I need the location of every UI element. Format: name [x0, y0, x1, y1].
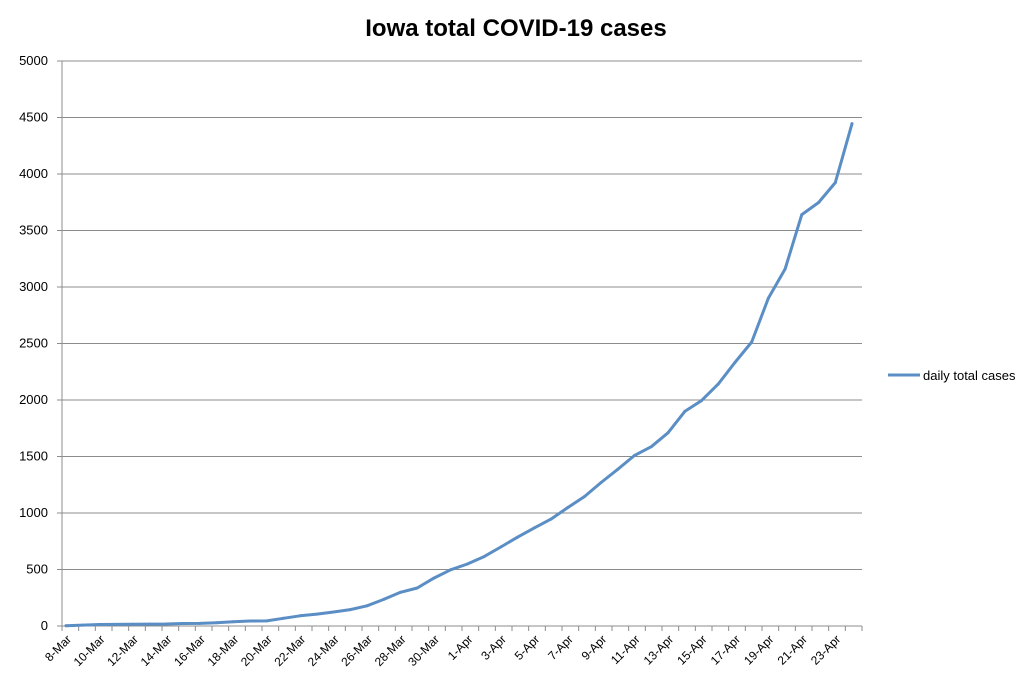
series-line-0 — [64, 122, 854, 628]
x-tick-label: 13-Apr — [641, 632, 676, 667]
data-point — [582, 495, 586, 499]
y-tick-label: 5000 — [19, 53, 48, 68]
y-tick-label: 1000 — [19, 505, 48, 520]
y-tick-label: 500 — [26, 562, 48, 577]
data-point — [348, 608, 352, 612]
data-point — [114, 622, 118, 626]
data-point — [800, 213, 804, 217]
chart-title: Iowa total COVID-19 cases — [365, 15, 666, 42]
x-tick-label: 9-Apr — [579, 632, 610, 663]
data-point — [315, 612, 319, 616]
data-point — [432, 576, 436, 580]
data-point — [549, 517, 553, 521]
x-tick-label: 28-Mar — [372, 632, 409, 669]
data-point — [415, 586, 419, 590]
data-point — [649, 445, 653, 449]
data-point — [733, 361, 737, 364]
series-layer — [64, 122, 854, 628]
data-point — [850, 122, 854, 126]
data-point — [265, 619, 269, 623]
y-tick-label: 3000 — [19, 279, 48, 294]
x-tick-label: 22-Mar — [271, 632, 308, 669]
data-point — [716, 382, 720, 386]
data-point — [97, 623, 101, 626]
y-tick-label: 3500 — [19, 223, 48, 238]
y-tick-label: 4500 — [19, 110, 48, 125]
x-tick-label: 30-Mar — [405, 632, 442, 669]
y-axis-tick-labels: 0 500 1000 1500 2000 2500 3000 3500 4000 4500 5000 — [19, 53, 62, 633]
data-point — [298, 614, 302, 618]
data-point — [231, 620, 235, 624]
data-point — [181, 622, 185, 625]
data-point — [164, 622, 168, 626]
x-tick-label: 11-Apr — [608, 632, 643, 667]
y-tick-label: 0 — [41, 618, 48, 633]
data-point — [616, 467, 620, 471]
data-point — [516, 535, 519, 539]
data-point — [131, 622, 135, 626]
gridlines — [62, 60, 862, 570]
data-point — [365, 604, 369, 608]
x-tick-label: 26-Mar — [338, 632, 375, 669]
data-point — [566, 506, 570, 510]
x-tick-label: 8-Mar — [42, 632, 74, 664]
x-tick-label: 3-Apr — [478, 632, 509, 663]
x-tick-label: 15-Apr — [674, 632, 709, 667]
data-point — [465, 562, 469, 566]
data-point — [482, 555, 486, 559]
legend: daily total cases — [888, 368, 1016, 383]
data-point — [700, 399, 703, 403]
y-tick-label: 2500 — [19, 336, 48, 351]
x-tick-label: 10-Mar — [71, 632, 108, 669]
y-tick-label: 4000 — [19, 166, 48, 181]
x-tick-label: 23-Apr — [808, 632, 843, 667]
data-point — [599, 481, 603, 484]
data-point — [215, 621, 218, 625]
x-tick-label: 16-Mar — [171, 632, 208, 669]
x-tick-label: 21-Apr — [775, 632, 810, 667]
x-tick-label: 17-Apr — [708, 632, 743, 667]
data-point — [750, 340, 754, 344]
data-point — [532, 526, 536, 530]
x-tick-label: 14-Mar — [138, 632, 175, 669]
x-axis-tick-labels: 8-Mar10-Mar12-Mar14-Mar16-Mar18-Mar20-Ma… — [42, 626, 863, 669]
x-tick-label: 24-Mar — [305, 632, 342, 669]
y-tick-label: 2000 — [19, 392, 48, 407]
legend-label: daily total cases — [923, 368, 1016, 383]
data-point — [332, 610, 336, 614]
data-point — [198, 621, 202, 625]
x-tick-label: 12-Mar — [104, 632, 141, 669]
data-point — [783, 267, 787, 271]
data-point — [633, 453, 637, 457]
data-point — [766, 296, 770, 300]
data-point — [248, 619, 252, 623]
data-point — [683, 409, 687, 413]
data-point — [833, 181, 837, 185]
data-point — [449, 568, 453, 572]
data-point — [148, 622, 152, 626]
x-tick-label: 18-Mar — [205, 632, 242, 669]
data-point — [666, 431, 670, 435]
y-tick-label: 1500 — [19, 449, 48, 464]
x-tick-label: 7-Apr — [545, 632, 576, 663]
data-point — [499, 545, 503, 549]
data-point — [64, 624, 68, 628]
x-tick-label: 1-Apr — [445, 632, 476, 663]
data-point — [382, 597, 386, 601]
data-point — [281, 616, 285, 620]
x-tick-label: 20-Mar — [238, 632, 275, 669]
x-tick-label: 19-Apr — [741, 632, 776, 667]
data-point — [399, 590, 402, 594]
x-tick-label: 5-Apr — [512, 632, 543, 663]
data-point — [817, 201, 821, 204]
data-point — [81, 623, 85, 627]
